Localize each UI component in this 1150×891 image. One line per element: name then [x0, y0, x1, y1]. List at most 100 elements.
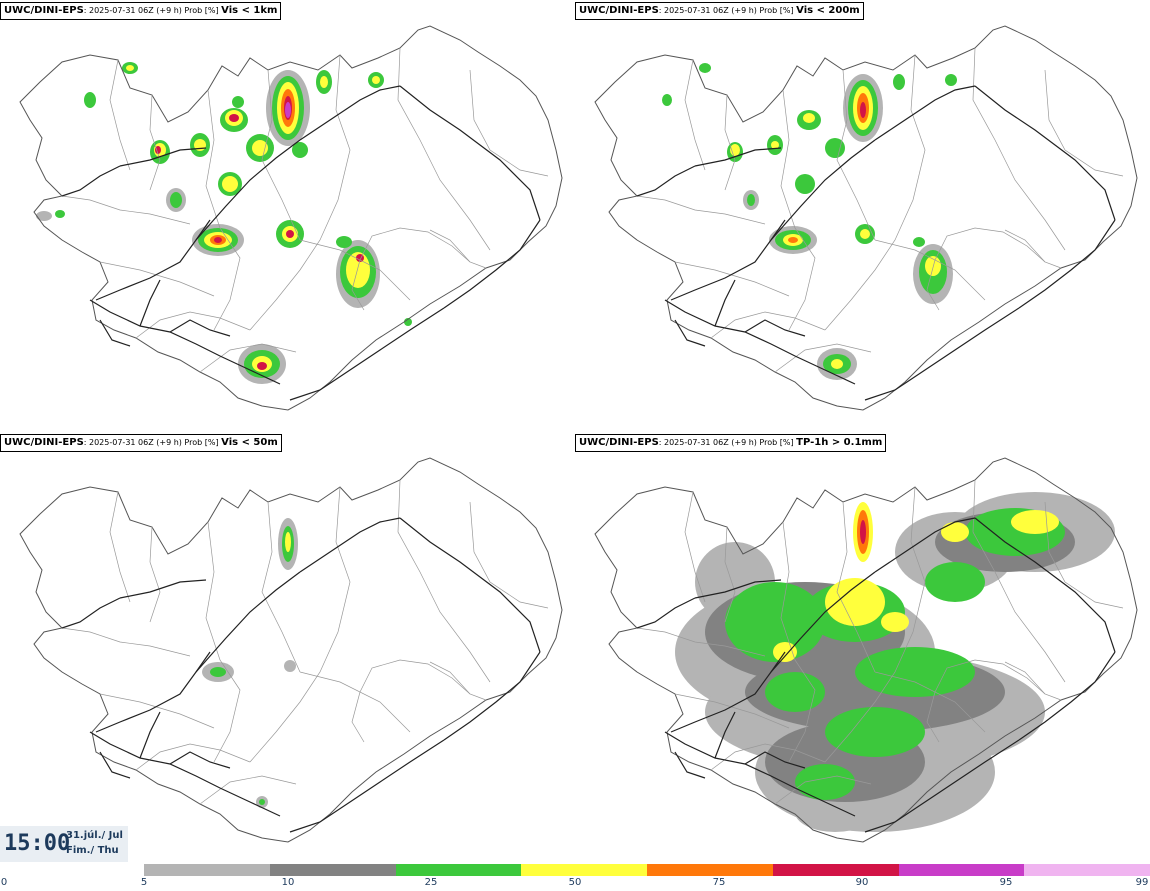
road [674, 319, 706, 347]
probability-colorbar [144, 864, 1150, 876]
road [714, 279, 736, 327]
model-name: UWC/DINI-EPS [579, 437, 659, 448]
variable-label: Vis < 200m [796, 5, 860, 16]
variable-label: Vis < 1km [221, 5, 278, 16]
region-border [724, 526, 736, 623]
probability-area [941, 522, 969, 542]
road [874, 85, 976, 141]
probability-area [346, 252, 370, 288]
probability-area [126, 65, 134, 71]
iceland-map [19, 457, 563, 843]
region-border [99, 261, 215, 297]
region-border [710, 311, 826, 339]
probability-area [170, 192, 182, 208]
region-border [261, 501, 301, 673]
road [443, 651, 541, 741]
road [89, 731, 281, 817]
probability-area [747, 194, 755, 206]
colorbar-tick: 50 [568, 877, 582, 888]
road [694, 147, 782, 167]
coastline [594, 457, 1138, 843]
probability-field [36, 62, 412, 384]
region-border [934, 227, 1046, 263]
region-border [836, 69, 876, 241]
region-border [249, 54, 351, 331]
region-border [674, 693, 790, 729]
map-panel-precip-1h: UWC/DINI-EPS: 2025-07-31 06Z (+9 h) Prob… [575, 432, 1150, 862]
colorbar-tick: 95 [999, 877, 1013, 888]
colorbar-tick: 5 [140, 877, 148, 888]
probability-area [404, 318, 412, 326]
region-border [205, 521, 241, 763]
variable-label: TP-1h > 0.1mm [796, 437, 883, 448]
road [289, 739, 445, 833]
probability-area [662, 94, 672, 106]
probability-area [860, 102, 866, 118]
region-border [61, 627, 191, 657]
region-border [61, 195, 191, 225]
road [1018, 219, 1116, 309]
region-border [1044, 501, 1124, 609]
road [89, 299, 281, 385]
region-border [469, 501, 549, 609]
road [714, 711, 736, 759]
colorbar-segment [144, 864, 270, 876]
region-border [149, 526, 161, 623]
region-border [299, 671, 411, 733]
region-border [684, 59, 706, 171]
road [299, 517, 401, 573]
region-border [351, 259, 365, 311]
probability-field [202, 518, 298, 808]
road [864, 307, 1020, 401]
road [744, 751, 806, 769]
road [770, 571, 876, 673]
road [744, 319, 806, 337]
region-border [780, 89, 816, 331]
run-info: : 2025-07-31 06Z (+9 h) Prob [%] [658, 6, 797, 15]
iceland-map [594, 25, 1138, 411]
region-border [135, 743, 251, 771]
probability-area [285, 102, 291, 118]
region-border [397, 47, 491, 251]
road [974, 85, 1116, 221]
coastline [594, 25, 1138, 411]
region-border [397, 479, 491, 683]
region-border [149, 94, 161, 191]
probability-field [675, 492, 1115, 832]
region-border [109, 59, 131, 171]
region-border [469, 69, 549, 177]
probability-field [662, 63, 957, 380]
region-border [774, 775, 872, 805]
region-border [710, 743, 826, 771]
panel-title: UWC/DINI-EPS: 2025-07-31 06Z (+9 h) Prob… [575, 434, 887, 452]
probability-area [788, 237, 798, 243]
colorbar-tick: 25 [424, 877, 438, 888]
road [636, 597, 696, 629]
road [289, 307, 445, 401]
probability-area [259, 799, 265, 805]
colorbar-segment [772, 864, 899, 876]
probability-area [860, 229, 870, 239]
probability-area [372, 76, 380, 84]
probability-area [214, 237, 222, 243]
run-info: : 2025-07-31 06Z (+9 h) Prob [%] [83, 6, 222, 15]
probability-area [292, 142, 308, 158]
region-border [636, 195, 766, 225]
probability-area [831, 359, 843, 369]
road [139, 279, 161, 327]
probability-area [795, 764, 855, 800]
probability-area [925, 562, 985, 602]
region-border [99, 693, 215, 729]
map-panel-vis-1km: UWC/DINI-EPS: 2025-07-31 06Z (+9 h) Prob… [0, 0, 575, 430]
region-border [724, 94, 736, 191]
colorbar-segment [395, 864, 522, 876]
colorbar-segment [1024, 864, 1150, 876]
panel-title: UWC/DINI-EPS: 2025-07-31 06Z (+9 h) Prob… [575, 2, 864, 20]
region-border [205, 89, 241, 331]
probability-area [210, 667, 226, 677]
run-info: : 2025-07-31 06Z (+9 h) Prob [%] [658, 438, 797, 447]
region-border [199, 343, 297, 373]
coastline [19, 25, 563, 411]
road [169, 319, 231, 337]
probability-area [252, 140, 268, 156]
